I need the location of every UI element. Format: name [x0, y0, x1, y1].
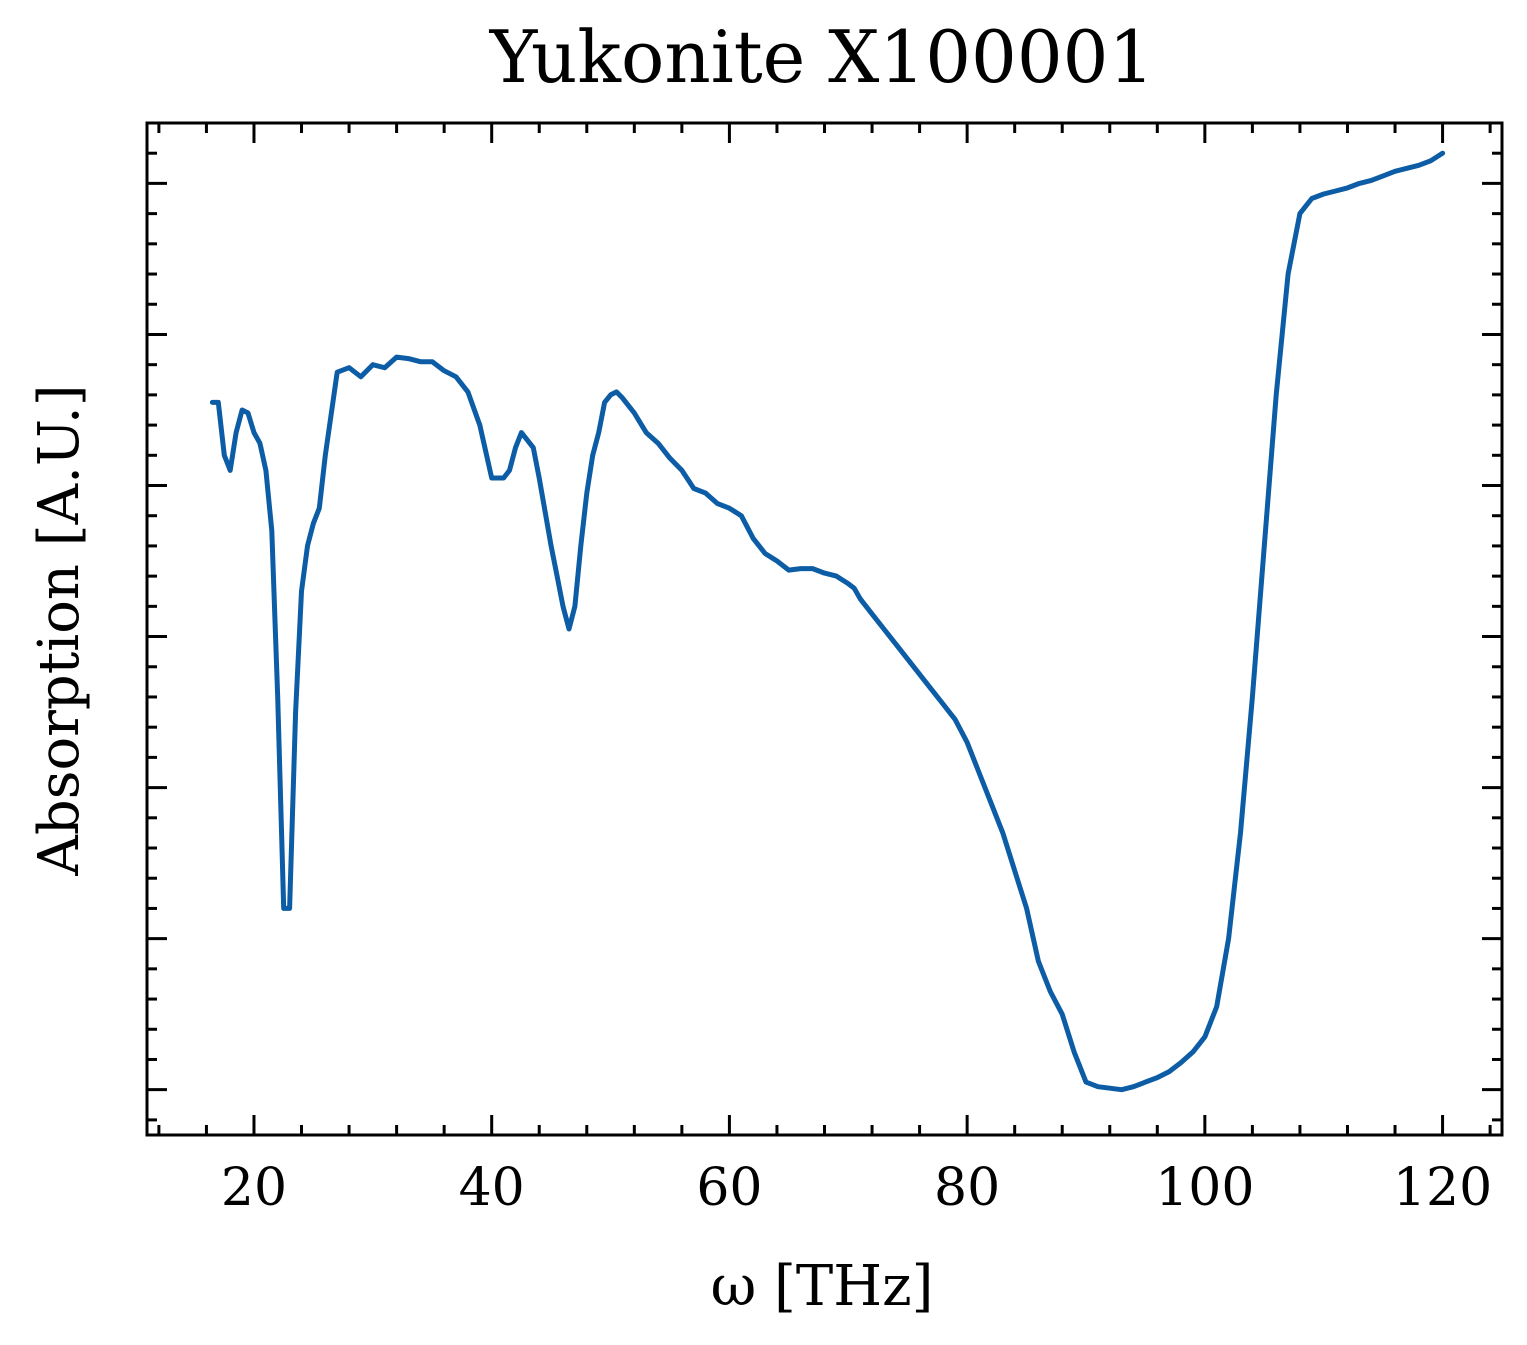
plot-area	[145, 121, 1504, 1137]
x-tick-label: 40	[459, 1158, 525, 1218]
absorption-series-line	[209, 150, 1446, 1093]
x-tick-label: 20	[221, 1158, 287, 1218]
chart-title: Yukonite X100001	[489, 15, 1155, 99]
axes-frame	[145, 121, 1504, 1137]
x-axis: 20 40 60 80 100 120	[157, 123, 1492, 1218]
x-tick-label: 100	[1155, 1158, 1254, 1218]
x-tick-label: 80	[934, 1158, 1000, 1218]
x-tick-label: 60	[696, 1158, 762, 1218]
x-tick-label: 120	[1393, 1158, 1492, 1218]
y-axis-label: Absorption [A.U.]	[27, 384, 92, 876]
x-axis-label: ω [THz]	[711, 1254, 934, 1319]
y-axis	[147, 151, 1502, 1122]
